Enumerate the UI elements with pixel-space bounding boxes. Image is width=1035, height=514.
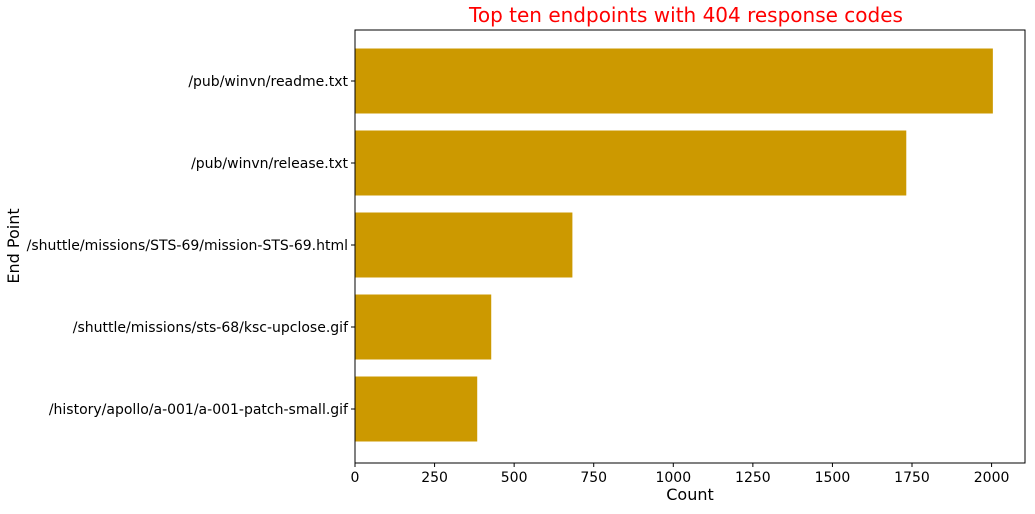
y-axis-ticks: /pub/winvn/readme.txt/pub/winvn/release.… bbox=[27, 74, 355, 418]
bar bbox=[355, 212, 573, 278]
bars-group bbox=[355, 48, 993, 442]
chart-title: Top ten endpoints with 404 response code… bbox=[468, 3, 903, 27]
y-tick-label: /history/apollo/a-001/a-001-patch-small.… bbox=[49, 402, 349, 418]
x-tick-label: 0 bbox=[351, 470, 360, 486]
x-axis-label: Count bbox=[666, 485, 714, 504]
y-tick-label: /shuttle/missions/STS-69/mission-STS-69.… bbox=[27, 238, 348, 254]
x-tick-label: 250 bbox=[421, 470, 448, 486]
y-tick-label: /pub/winvn/release.txt bbox=[191, 156, 348, 172]
bar bbox=[355, 48, 993, 114]
axes-frame bbox=[354, 29, 1026, 464]
plot-frame bbox=[354, 29, 1026, 464]
y-tick-label: /pub/winvn/readme.txt bbox=[188, 74, 348, 90]
x-axis-ticks: 0 250 500 750 1000 1250 1500 1750 2000 bbox=[351, 463, 1010, 486]
y-tick-label: /shuttle/missions/sts-68/ksc-upclose.gif bbox=[73, 320, 349, 336]
x-tick-label: 1000 bbox=[655, 470, 691, 486]
x-tick-label: 500 bbox=[501, 470, 528, 486]
x-tick-label: 2000 bbox=[974, 470, 1010, 486]
y-axis-label: End Point bbox=[4, 208, 23, 283]
x-tick-label: 1750 bbox=[894, 470, 930, 486]
x-tick-label: 750 bbox=[580, 470, 607, 486]
x-tick-label: 1250 bbox=[735, 470, 771, 486]
x-tick-label: 1500 bbox=[815, 470, 851, 486]
bar bbox=[355, 376, 478, 442]
bar bbox=[355, 294, 492, 360]
bar bbox=[355, 130, 907, 196]
